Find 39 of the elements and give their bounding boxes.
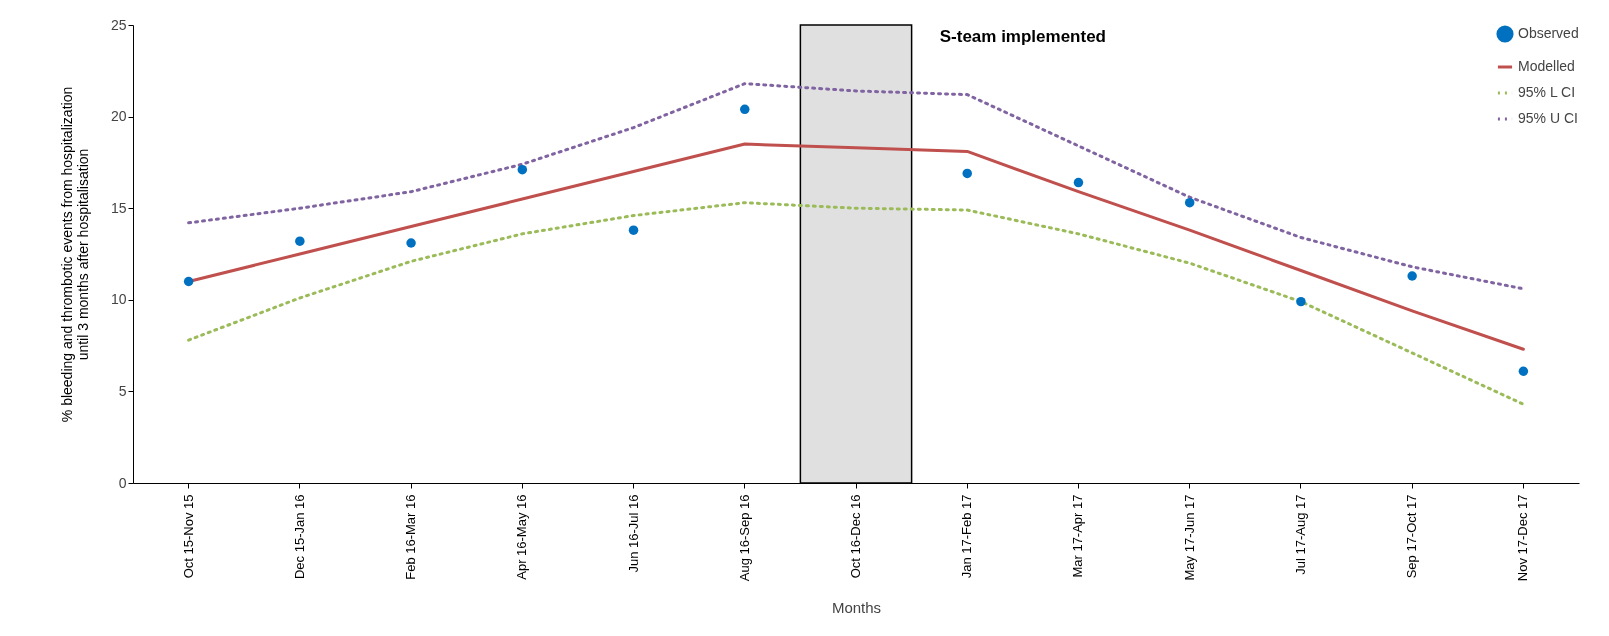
point: [1407, 271, 1417, 281]
x-tick-label: Aug 16-Sep 16: [736, 494, 752, 582]
point: [1296, 296, 1306, 307]
x-axis-title: Months: [831, 599, 882, 617]
point: [406, 238, 416, 248]
point: [183, 276, 194, 287]
y-tick-label: 15: [110, 199, 127, 216]
x-tick-label: Feb 16-Mar 16: [403, 494, 419, 580]
legend-label: 95% L CI: [1518, 84, 1576, 100]
x-tick-label: Jul 17-Aug 17: [1292, 494, 1308, 575]
x-tick-label: Sep 17-Oct 17: [1404, 494, 1420, 579]
x-tick-label: Jun 16-Jul 16: [625, 494, 641, 573]
legend-label: Observed: [1518, 25, 1579, 41]
x-tick-label: Mar 17-Apr 17: [1070, 494, 1086, 578]
y-tick-label: 25: [110, 16, 127, 33]
point: [628, 225, 639, 235]
y-tick-label: 0: [118, 474, 127, 491]
point: [962, 168, 972, 179]
x-tick-label: Apr 16-May 16: [514, 494, 530, 580]
point: [517, 164, 528, 175]
line-series: [187, 201, 1525, 406]
legend-label: 95% U CI: [1518, 110, 1578, 126]
legend-label: Modelled: [1518, 58, 1575, 74]
x-tick-label: Nov 17-Dec 17: [1515, 494, 1531, 582]
y-tick-label: 20: [110, 108, 127, 125]
point: [1073, 177, 1084, 188]
point: [1184, 197, 1195, 208]
y-tick-label: 5: [118, 382, 127, 399]
x-tick-label: Jan 17-Feb 17: [959, 494, 975, 579]
x-tick-label: May 17-Jun 17: [1181, 494, 1197, 581]
annotation: S-team implemented: [939, 27, 1106, 46]
point: [740, 104, 750, 115]
point: [1518, 366, 1529, 376]
y-axis-title: % bleeding and thrombotic events from hospitalization until 3 months after hospitalisation: [58, 86, 91, 423]
x-tick-label: Dec 15-Jan 16: [291, 494, 307, 580]
point: [295, 236, 305, 246]
x-tick-label: Oct 15-Nov 15: [180, 494, 196, 579]
y-tick-label: 10: [110, 291, 127, 308]
x-tick-label: Oct 16-Dec 16: [848, 494, 863, 579]
